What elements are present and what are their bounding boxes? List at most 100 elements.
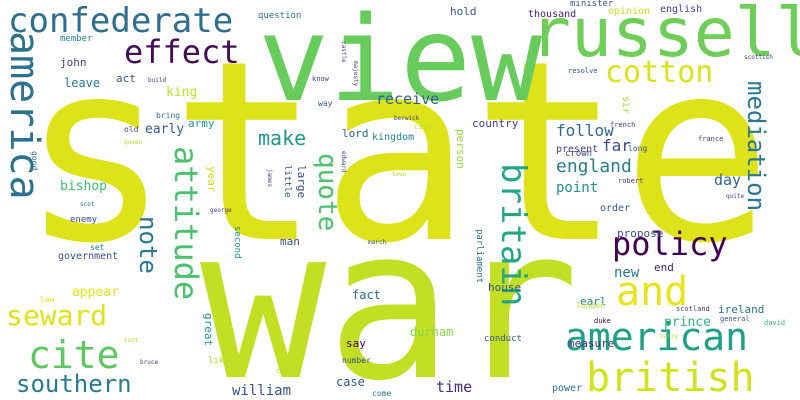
- cloud-word: earl: [580, 295, 607, 308]
- cloud-word: scot: [80, 201, 95, 208]
- cloud-word: end: [654, 261, 674, 274]
- cloud-word: resolve: [568, 67, 598, 75]
- cloud-word: good: [30, 151, 39, 171]
- cloud-word: early: [145, 122, 185, 137]
- cloud-word: edward: [340, 151, 347, 173]
- cloud-word: scottish: [744, 54, 773, 61]
- cloud-word: appear: [72, 285, 119, 300]
- cloud-word: durham: [410, 325, 454, 339]
- cloud-word: day: [714, 171, 742, 189]
- cloud-word: state: [20, 7, 773, 298]
- cloud-word: set: [90, 243, 105, 252]
- cloud-word: george: [210, 207, 232, 214]
- cloud-word: note: [134, 216, 162, 274]
- cloud-word: london: [576, 301, 605, 310]
- cloud-word: opinion: [608, 6, 651, 17]
- cloud-word: effect: [124, 33, 240, 71]
- cloud-word: man: [280, 235, 300, 248]
- cloud-word: majesty: [352, 61, 359, 87]
- cloud-word: american: [565, 315, 749, 359]
- cloud-word: great: [202, 313, 215, 347]
- cloud-word: russell: [530, 0, 800, 73]
- cloud-word: john: [60, 56, 87, 69]
- cloud-word: bring: [156, 111, 181, 120]
- cloud-word: minister: [570, 0, 614, 9]
- cloud-word: view: [258, 0, 543, 128]
- cloud-word: queen: [124, 139, 143, 146]
- cloud-word: quite: [726, 193, 745, 200]
- cloud-word: thousand: [528, 9, 577, 20]
- cloud-word: bruce: [140, 359, 159, 366]
- cloud-word: law: [40, 295, 55, 304]
- cloud-word: war: [200, 182, 580, 400]
- cloud-word: case: [336, 375, 365, 389]
- cloud-word: french: [610, 121, 636, 129]
- cloud-word: large: [295, 165, 308, 199]
- cloud-word: leave: [64, 76, 101, 90]
- cloud-word: measure: [568, 337, 615, 350]
- cloud-word: robert: [618, 177, 644, 185]
- cloud-word: power: [552, 383, 583, 394]
- cloud-word: british: [586, 355, 755, 400]
- cloud-word: ireland: [718, 303, 765, 316]
- cloud-word: town: [392, 171, 407, 178]
- cloud-word: castle: [340, 41, 347, 63]
- cloud-word: house: [488, 281, 522, 294]
- cloud-word: attitude: [167, 146, 205, 301]
- cloud-word: build: [148, 77, 167, 84]
- cloud-word: know: [312, 75, 329, 83]
- cloud-word: country: [472, 117, 519, 130]
- cloud-word: prince: [664, 315, 711, 330]
- cloud-word: far: [602, 136, 631, 155]
- cloud-word: parliament: [474, 229, 484, 284]
- cloud-word: cite: [28, 333, 120, 377]
- cloud-word: english: [660, 4, 703, 15]
- cloud-word: new: [614, 265, 640, 281]
- cloud-word: general: [720, 315, 750, 323]
- cloud-word: crown: [565, 149, 593, 159]
- cloud-word: present: [556, 144, 599, 155]
- cloud-word: person: [454, 129, 467, 169]
- cloud-word: march: [368, 239, 387, 246]
- cloud-word: southern: [16, 370, 132, 398]
- cloud-word: france: [698, 135, 724, 143]
- cloud-word: number: [342, 356, 371, 365]
- cloud-word: confederate: [8, 1, 234, 41]
- cloud-word: cotton: [605, 55, 714, 90]
- cloud-word: act: [116, 72, 136, 85]
- cloud-word: hold: [450, 5, 477, 18]
- cloud-word: time: [436, 378, 473, 396]
- cloud-word: propose: [617, 227, 664, 240]
- cloud-word: say: [346, 337, 366, 350]
- cloud-word: long: [628, 144, 648, 153]
- cloud-word: question: [258, 11, 302, 21]
- cloud-word: duke: [594, 317, 611, 325]
- cloud-word: member: [60, 34, 93, 44]
- cloud-word: like: [208, 356, 230, 366]
- cloud-word: little: [282, 165, 292, 198]
- cloud-word: fact: [352, 288, 381, 302]
- cloud-word: scotland: [676, 305, 710, 313]
- cloud-word: david: [764, 319, 786, 327]
- cloud-word: old: [124, 125, 139, 134]
- cloud-word: year: [205, 166, 218, 193]
- cloud-word: army: [188, 117, 215, 130]
- cloud-word: city: [414, 123, 431, 131]
- cloud-word: berwick: [394, 115, 420, 122]
- cloud-word: mediation: [742, 81, 770, 212]
- cloud-word: lost: [124, 337, 139, 344]
- cloud-word: point: [556, 180, 599, 196]
- cloud-word: sir: [620, 96, 631, 115]
- cloud-word: william: [232, 383, 292, 399]
- cloud-word: james: [266, 169, 273, 188]
- cloud-word: harry: [660, 333, 679, 340]
- cloud-word: order: [600, 203, 631, 214]
- cloud-word: way: [318, 99, 333, 108]
- cloud-word: england: [556, 156, 632, 177]
- cloud-word: lord: [342, 127, 369, 140]
- cloud-word: conduct: [484, 334, 522, 344]
- cloud-word: make: [258, 126, 307, 150]
- cloud-word: bishop: [60, 179, 107, 194]
- cloud-word: government: [58, 251, 119, 262]
